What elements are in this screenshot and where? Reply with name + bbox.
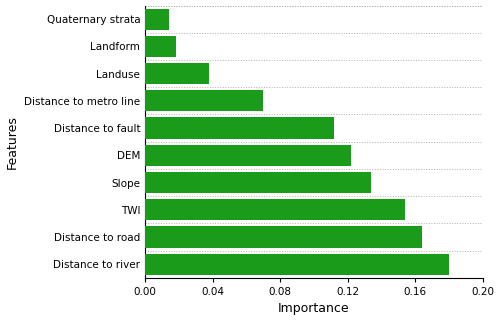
Bar <box>145 199 405 221</box>
X-axis label: Importance: Importance <box>278 302 350 316</box>
Bar <box>145 63 210 84</box>
Bar <box>145 36 176 57</box>
Y-axis label: Features: Features <box>6 115 18 169</box>
Bar <box>145 9 169 30</box>
Bar <box>145 145 351 166</box>
Bar <box>145 90 264 111</box>
Bar <box>145 117 334 139</box>
Bar <box>145 172 372 193</box>
Bar <box>145 254 449 275</box>
Bar <box>145 226 422 247</box>
